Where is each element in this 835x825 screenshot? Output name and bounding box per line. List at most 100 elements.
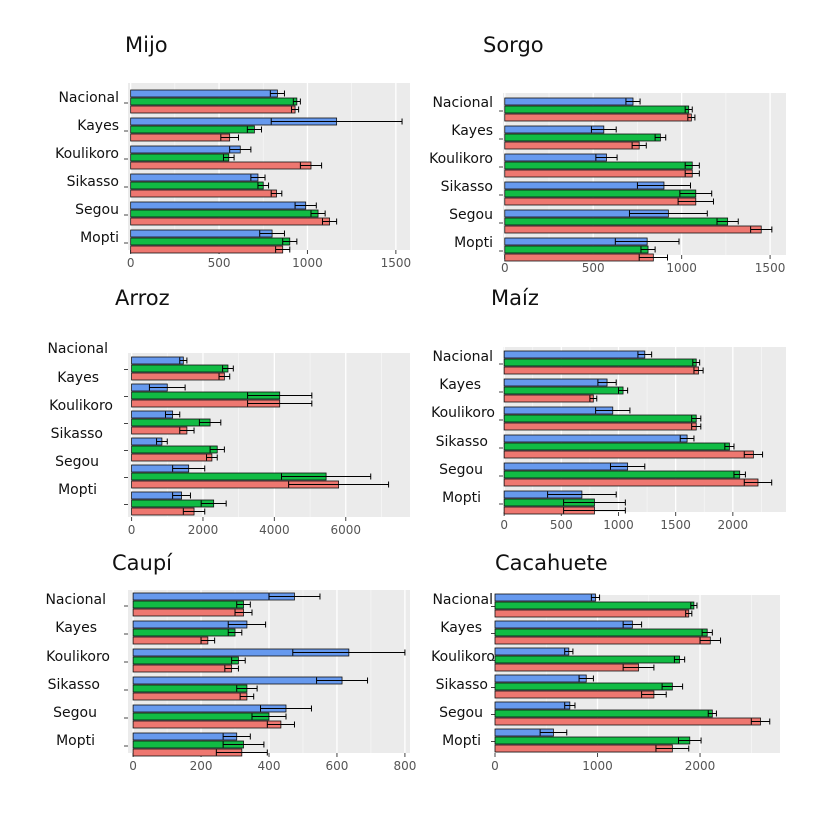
x-tick-label: 0: [128, 523, 136, 537]
category-label: Kayes: [57, 370, 99, 386]
bar-red: [132, 692, 248, 701]
x-tick-label: 2000: [685, 759, 716, 773]
category-label: Mopti: [442, 490, 481, 506]
panel-cacahuete: Cacahuete Nacional Kayes Koulikoro Sikas…: [431, 551, 780, 773]
bar-red: [503, 366, 699, 375]
category-label: Mopti: [442, 733, 481, 749]
bar-red: [130, 105, 296, 114]
x-tick-label: 4000: [259, 523, 290, 537]
category-label: Kayes: [439, 377, 481, 393]
category-label: Nacional: [45, 592, 106, 608]
panel-maiz: Maíz Nacional Kayes Koulikoro Sikasso Se…: [431, 286, 786, 532]
bar-red: [504, 169, 693, 178]
bar-green: [504, 217, 729, 226]
x-tick-label: 1000: [292, 256, 323, 270]
bar-red: [132, 608, 244, 617]
bar-green: [494, 628, 708, 637]
bar-blue: [132, 732, 238, 741]
panel-title: Cacahuete: [495, 551, 608, 575]
x-tick-label: 600: [325, 759, 348, 773]
bar-blue: [494, 620, 633, 629]
bar-green: [503, 470, 741, 479]
category-label: Sikasso: [48, 677, 100, 693]
bar-red: [494, 663, 639, 672]
bar-red: [503, 450, 754, 459]
bar-red: [494, 609, 690, 618]
x-tick-label: 0: [127, 256, 135, 270]
x-tick-label: 200: [190, 759, 213, 773]
bar-red: [504, 141, 640, 150]
x-tick-label: 0: [491, 759, 499, 773]
category-label: Nacional: [47, 341, 108, 357]
bar-blue: [494, 674, 587, 683]
bar-blue: [503, 350, 646, 359]
bar-red: [504, 197, 697, 206]
bar-green: [132, 712, 270, 721]
category-label: Koulikoro: [431, 649, 495, 665]
bar-red: [130, 133, 231, 142]
bar-green: [130, 209, 319, 218]
category-label: Segou: [75, 202, 119, 218]
bar-green: [130, 181, 264, 190]
bar-red: [494, 690, 655, 699]
bar-blue: [130, 89, 278, 98]
bar-blue: [503, 434, 688, 443]
category-label: Sikasso: [436, 434, 488, 450]
bar-green: [132, 628, 236, 637]
panel-title: Arroz: [115, 286, 170, 310]
bar-green: [131, 418, 211, 427]
category-label: Koulikoro: [429, 151, 493, 167]
panel-title: Mijo: [125, 33, 168, 57]
x-tick-label: 1000: [603, 518, 634, 532]
x-tick-label: 500: [208, 256, 231, 270]
bar-green: [504, 189, 697, 198]
bar-green: [504, 161, 693, 170]
category-label: Koulikoro: [55, 146, 119, 162]
category-label: Koulikoro: [431, 405, 495, 421]
bar-green: [130, 237, 291, 246]
bar-red: [504, 113, 692, 122]
x-tick-label: 500: [550, 518, 573, 532]
bar-red: [494, 744, 673, 753]
category-label: Nacional: [432, 95, 493, 111]
category-label: Kayes: [77, 118, 119, 134]
category-label: Mopti: [58, 482, 97, 498]
bar-green: [503, 442, 730, 451]
category-label: Mopti: [454, 235, 493, 251]
x-tick-label: 0: [500, 518, 508, 532]
bar-red: [130, 217, 330, 226]
bar-red: [130, 189, 277, 198]
bar-green: [130, 125, 255, 134]
bar-red: [131, 426, 188, 435]
bar-green: [130, 97, 298, 106]
bar-green: [503, 414, 697, 423]
x-tick-label: 1500: [381, 256, 412, 270]
category-label: Sikasso: [67, 174, 119, 190]
panel-title: Maíz: [491, 286, 539, 310]
bar-green: [503, 386, 624, 395]
category-label: Sikasso: [436, 677, 488, 693]
panel-caupi: Caupí Nacional Kayes Koulikoro Sikasso S…: [45, 551, 416, 773]
bar-blue: [130, 145, 241, 154]
category-label: Koulikoro: [46, 649, 110, 665]
x-tick-label: 2000: [718, 518, 749, 532]
category-label: Segou: [439, 705, 483, 721]
bar-green: [504, 245, 649, 254]
bar-blue: [504, 125, 605, 134]
bar-green: [494, 655, 680, 664]
bar-blue: [130, 201, 307, 210]
bar-green: [130, 153, 230, 162]
category-label: Segou: [439, 462, 483, 478]
x-tick-label: 500: [582, 261, 605, 275]
bar-blue: [494, 593, 596, 602]
x-tick-label: 1500: [660, 518, 691, 532]
bar-green: [504, 105, 690, 114]
x-tick-label: 1000: [666, 261, 697, 275]
category-label: Sikasso: [441, 179, 493, 195]
category-label: Nacional: [432, 592, 493, 608]
bar-red: [130, 245, 284, 254]
x-tick-label: 0: [501, 261, 509, 275]
x-tick-label: 2000: [188, 523, 219, 537]
bar-green: [494, 709, 713, 718]
